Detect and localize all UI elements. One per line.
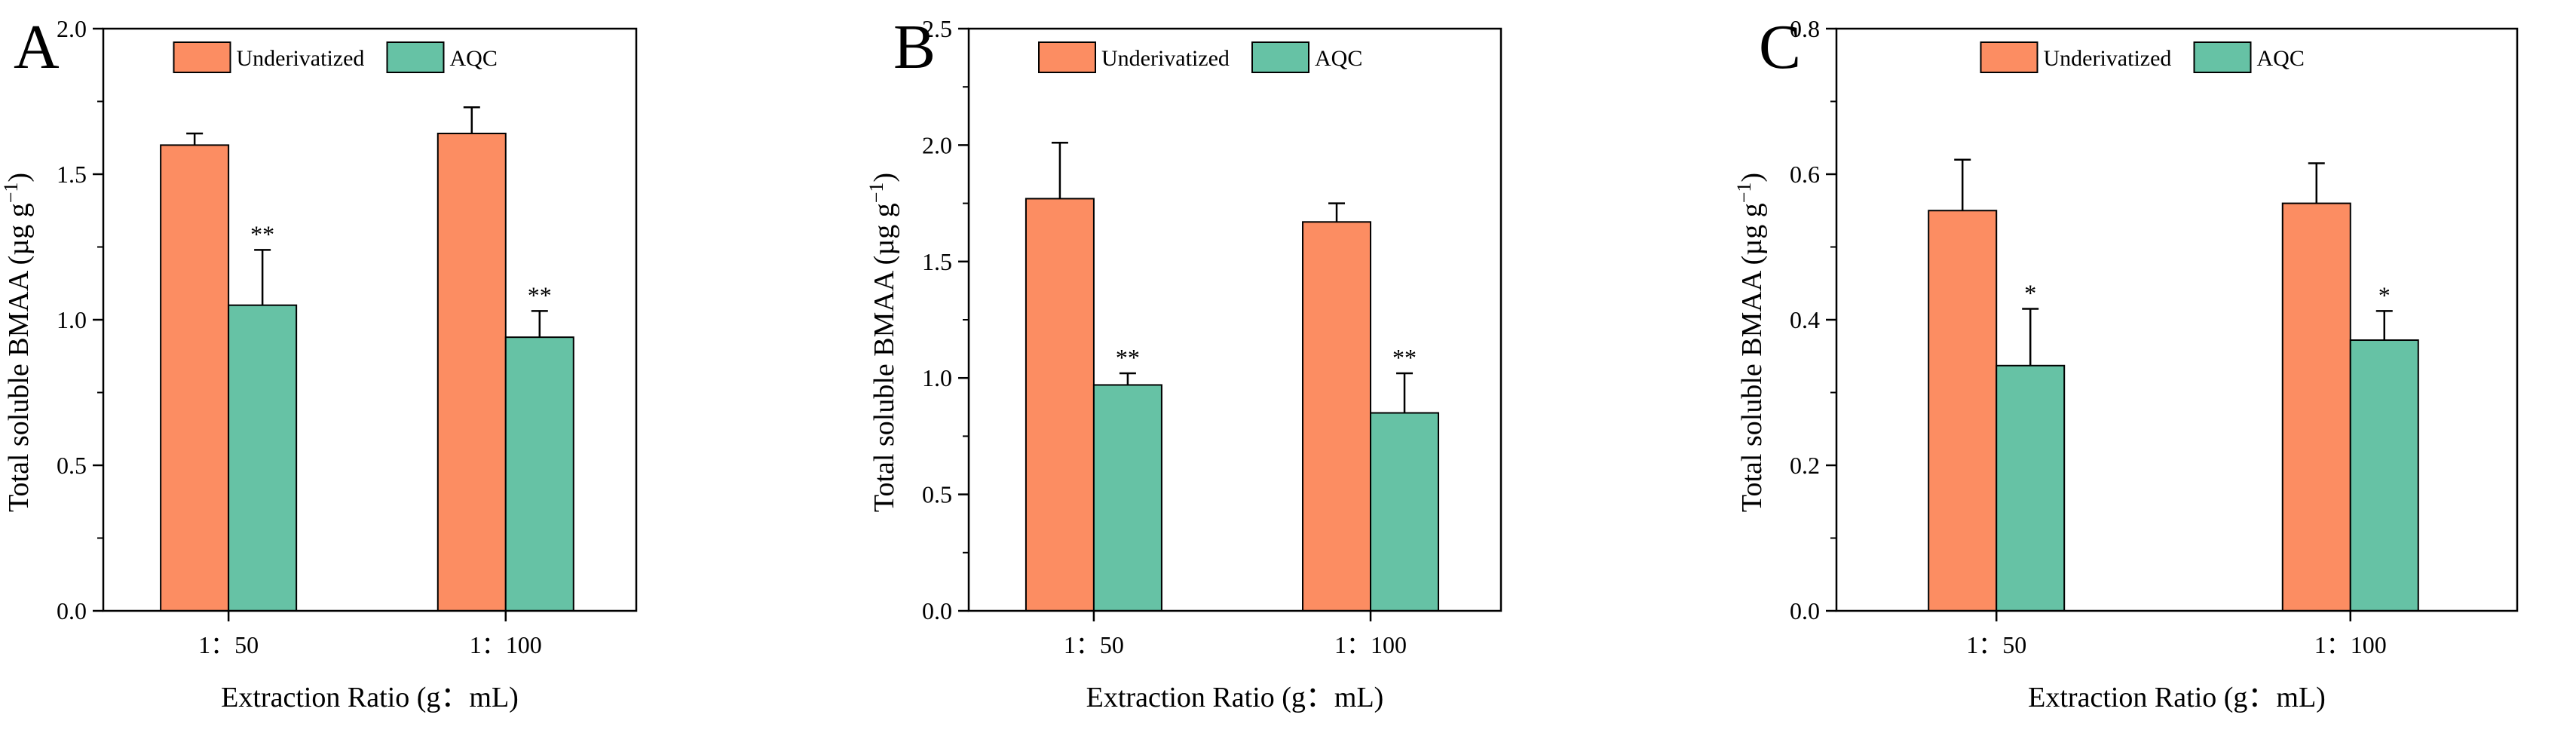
y-tick-label: 2.0 bbox=[57, 15, 87, 42]
y-tick-label: 2.5 bbox=[922, 15, 952, 42]
y-tick-label: 1.5 bbox=[57, 161, 87, 188]
bar-underivatized-2 bbox=[1302, 221, 1372, 612]
legend-swatch-underivatized bbox=[1980, 41, 2038, 73]
bar-underivatized-1 bbox=[160, 144, 230, 612]
y-tick-label: 0.5 bbox=[922, 481, 952, 508]
legend-swatch-aqc bbox=[386, 41, 445, 73]
y-tick-label: 1.0 bbox=[922, 364, 952, 391]
panel-letter: B bbox=[893, 12, 936, 82]
legend-label-underivatized: Underivatized bbox=[1101, 46, 1230, 71]
x-tick-label: 1：100 bbox=[470, 631, 542, 658]
panel-c: C * 1：50 * 1：100 0.0 0.2 0.4 0.6 0.8 Underivatized… bbox=[1733, 12, 2519, 713]
bar-aqc-1 bbox=[1092, 384, 1162, 612]
panel-letter: C bbox=[1759, 12, 1801, 82]
y-tick-label: 0.0 bbox=[1790, 597, 1820, 624]
bar-aqc-2 bbox=[1370, 412, 1440, 612]
x-tick-label: 1：50 bbox=[1966, 631, 2026, 658]
significance-label: ** bbox=[1392, 344, 1417, 371]
plot-frame bbox=[102, 27, 638, 612]
y-tick-label: 2.0 bbox=[922, 131, 952, 158]
y-tick-label: 1.0 bbox=[57, 306, 87, 333]
legend-label-aqc: AQC bbox=[450, 46, 498, 71]
bar-aqc-1 bbox=[228, 304, 298, 612]
y-tick-label: 1.5 bbox=[922, 248, 952, 275]
x-tick-label: 1：50 bbox=[198, 631, 259, 658]
legend-label-underivatized: Underivatized bbox=[237, 46, 365, 71]
legend-label-underivatized: Underivatized bbox=[2044, 46, 2172, 71]
significance-label: ** bbox=[250, 220, 274, 247]
bar-aqc-2 bbox=[2349, 339, 2419, 612]
bar-underivatized-2 bbox=[436, 132, 507, 612]
significance-label: * bbox=[2378, 281, 2391, 308]
legend-label-aqc: AQC bbox=[1315, 46, 1362, 71]
bar-underivatized-1 bbox=[1025, 198, 1095, 612]
plot-frame bbox=[967, 27, 1502, 612]
bar-underivatized-1 bbox=[1928, 210, 1998, 612]
y-axis-title: Total soluble BMAA (µg g−1) bbox=[0, 173, 35, 512]
x-tick-label: 1：100 bbox=[2314, 631, 2387, 658]
x-axis-title: Extraction Ratio (g：mL) bbox=[1086, 682, 1384, 713]
y-axis-title: Total soluble BMAA (µg g−1) bbox=[1733, 173, 1768, 512]
legend-swatch-underivatized bbox=[1038, 41, 1096, 73]
significance-label: ** bbox=[1116, 344, 1140, 371]
significance-label: * bbox=[2024, 280, 2036, 307]
bar-underivatized-2 bbox=[2281, 202, 2351, 612]
bar-aqc-1 bbox=[1996, 364, 2066, 612]
x-tick-label: 1：50 bbox=[1064, 631, 1124, 658]
significance-label: ** bbox=[528, 281, 552, 308]
plot-frame bbox=[1835, 27, 2519, 612]
legend-label-aqc: AQC bbox=[2257, 46, 2305, 71]
x-axis-title: Extraction Ratio (g：mL) bbox=[221, 682, 519, 713]
y-tick-label: 0.2 bbox=[1790, 452, 1820, 479]
y-tick-label: 0.0 bbox=[922, 597, 952, 624]
y-tick-label: 0.0 bbox=[57, 597, 87, 624]
y-axis-title: Total soluble BMAA (µg g−1) bbox=[865, 173, 900, 512]
legend-swatch-aqc bbox=[1251, 41, 1309, 73]
y-tick-label: 0.8 bbox=[1790, 15, 1820, 42]
legend-swatch-aqc bbox=[2193, 41, 2252, 73]
x-axis-title: Extraction Ratio (g：mL) bbox=[2028, 682, 2326, 713]
legend-swatch-underivatized bbox=[173, 41, 231, 73]
bar-aqc-2 bbox=[504, 336, 574, 612]
y-tick-label: 0.4 bbox=[1790, 306, 1820, 333]
y-tick-label: 0.6 bbox=[1790, 161, 1820, 188]
y-tick-label: 0.5 bbox=[57, 452, 87, 479]
panel-letter: A bbox=[14, 12, 60, 82]
x-tick-label: 1：100 bbox=[1334, 631, 1407, 658]
panel-b: B ** 1：50 ** 1：100 0.0 0.5 1.0 1.5 2.0 2.5 Underiva… bbox=[865, 12, 1502, 713]
panel-a: A ** 1：50 ** 1：100 0.0 0.5 1.0 1.5 2.0 Underivatiz… bbox=[0, 12, 638, 713]
